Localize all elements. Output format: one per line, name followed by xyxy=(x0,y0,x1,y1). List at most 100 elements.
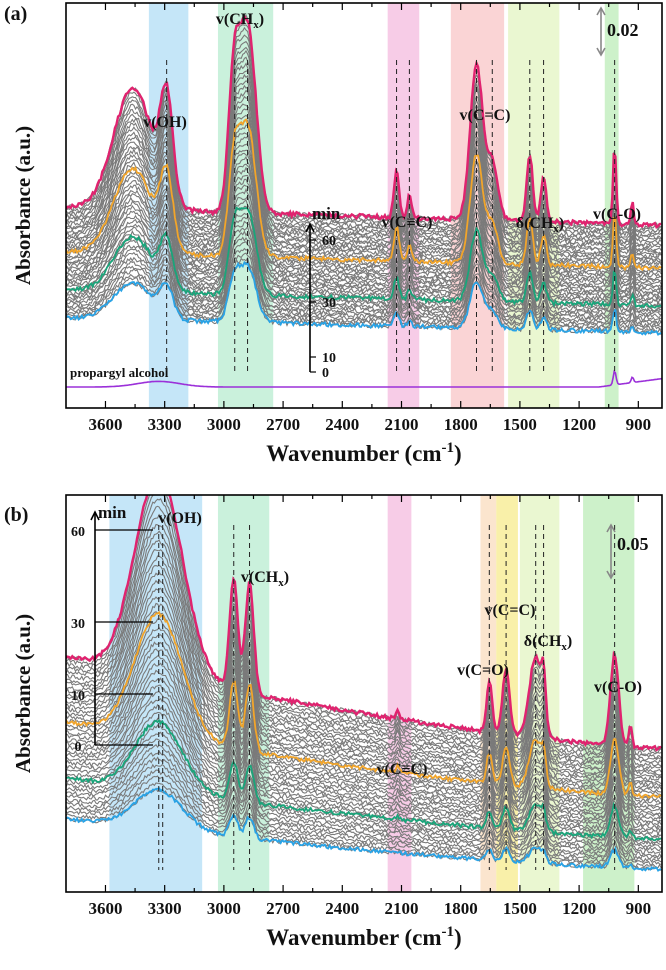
annotation-close: ) xyxy=(259,11,264,28)
spectrum-line xyxy=(66,634,662,807)
spectrum-line xyxy=(66,626,662,804)
spectrum-10-min xyxy=(66,206,662,309)
time-tick-label: 60 xyxy=(71,525,85,540)
x-tick-label: 3300 xyxy=(148,899,182,918)
time-tick-label: 60 xyxy=(322,234,336,249)
x-tick-label: 1800 xyxy=(444,415,478,434)
panel-label: (a) xyxy=(4,3,27,25)
annotation-3: v(C≡C) xyxy=(382,214,433,231)
spectrum-line xyxy=(66,513,662,765)
x-axis-label: Wavenumber (cm-1) xyxy=(266,924,461,950)
panel-label: (b) xyxy=(4,504,28,526)
x-tick-label: 3600 xyxy=(88,415,122,434)
spectrum-line xyxy=(66,149,662,284)
x-tick-label: 2100 xyxy=(384,899,418,918)
x-tick-label: 900 xyxy=(626,415,652,434)
spectrum-line xyxy=(66,152,662,285)
spectrum-line xyxy=(66,782,662,869)
spectrum-line xyxy=(66,555,662,779)
spectrum-line xyxy=(66,769,662,863)
time-tick-label: 0 xyxy=(322,366,329,381)
spectrum-line xyxy=(66,662,662,819)
spectrum-line xyxy=(66,80,662,255)
spectrum-line xyxy=(66,548,662,776)
time-axis-label: min xyxy=(98,503,127,522)
annotation-5: v(C=C) xyxy=(485,602,536,619)
x-tick-group: 3600 3300 3000 2700 2400 2100 1800 1500 1200 900 xyxy=(88,3,651,434)
x-axis-label-sup: -1 xyxy=(442,924,455,940)
plot-frame xyxy=(65,494,663,893)
spectrum-line xyxy=(66,212,662,312)
y-axis-label: Absorbance (a.u.) xyxy=(11,614,35,773)
spectrum-line xyxy=(66,539,662,773)
spectrum-line xyxy=(66,216,662,314)
spectrum-30-min xyxy=(66,118,662,272)
x-tick-label: 900 xyxy=(626,899,652,918)
spectrum-line xyxy=(66,89,662,259)
time-axis: min 60 30 10 0 xyxy=(71,503,153,755)
time-tick-label: 0 xyxy=(75,740,82,755)
spectrum-line xyxy=(66,174,662,295)
x-tick-label: 1500 xyxy=(503,899,537,918)
spectrum-line xyxy=(66,738,662,849)
spectrum-line xyxy=(66,230,662,321)
annotation-6: δ(CHx) xyxy=(524,633,572,653)
annotation-1: v(OH) xyxy=(158,510,202,527)
spectrum-line xyxy=(66,570,662,785)
spectrum-line xyxy=(66,26,662,233)
annotation-3: v(C≡C) xyxy=(377,761,428,778)
spectrum-line xyxy=(66,587,662,790)
spectrum-line xyxy=(66,135,662,278)
y-axis-label: Absorbance (a.u.) xyxy=(11,126,35,285)
spectrum-line xyxy=(66,155,662,288)
spectrum-line xyxy=(66,756,662,858)
x-tick-label: 3300 xyxy=(148,415,182,434)
spectrum-0-min xyxy=(66,787,662,872)
x-axis-label-main: Wavenumber (cm xyxy=(266,441,441,466)
scale-bar-value: 0.05 xyxy=(617,534,649,554)
spectrum-line xyxy=(66,617,662,802)
annotation-subscript: x xyxy=(253,19,259,31)
spectrum-line xyxy=(66,194,662,306)
spectrum-line xyxy=(66,684,662,826)
x-axis-label-close: ) xyxy=(454,441,462,466)
chart-panel-a: propargyl alcohol 3600 3300 3000 2700 2400 210… xyxy=(4,2,663,466)
x-tick-label: 1200 xyxy=(562,415,596,434)
annotation-subscript: x xyxy=(278,577,284,589)
spectrum-10-min xyxy=(66,718,662,842)
scale-bar-arrow-up xyxy=(596,6,606,16)
time-tick-label: 10 xyxy=(71,689,85,704)
annotation-close: ) xyxy=(567,633,572,650)
annotation-close: ) xyxy=(284,569,289,586)
peak-guide-group xyxy=(158,525,616,870)
spectrum-line xyxy=(66,595,662,793)
scale-bar: 0.02 xyxy=(596,6,639,57)
spectrum-line xyxy=(66,114,662,269)
spectrum-line xyxy=(66,690,662,830)
spectrum-line xyxy=(66,40,662,238)
spectrum-line xyxy=(66,530,662,770)
spectrum-line xyxy=(66,744,662,852)
spectrum-0-min xyxy=(66,260,662,336)
spectrum-30-min xyxy=(66,610,662,800)
x-tick-group: 3600 3300 3000 2700 2400 2100 1800 1500 1200 900 xyxy=(88,495,651,918)
annotation-2: v(CHx) xyxy=(216,11,264,31)
spectrum-line xyxy=(66,225,662,319)
spectra-group xyxy=(66,13,662,388)
spectrum-60-min xyxy=(66,14,662,230)
x-tick-label: 3600 xyxy=(88,899,122,918)
spectra-group xyxy=(66,495,662,872)
reference-label: propargyl alcohol xyxy=(70,365,169,380)
annotation-2: v(CHx) xyxy=(241,569,289,589)
annotation-6: v(C-O) xyxy=(593,206,641,223)
spectrum-line xyxy=(66,252,662,331)
time-tick-label: 30 xyxy=(71,617,85,632)
annotation-1: v(OH) xyxy=(143,114,187,131)
spectrum-line xyxy=(66,703,662,836)
x-tick-label: 3000 xyxy=(207,415,241,434)
spectrum-line xyxy=(66,62,662,247)
spectrum-line xyxy=(66,56,662,245)
spectrum-line xyxy=(66,669,662,821)
spectrum-line xyxy=(66,578,662,788)
